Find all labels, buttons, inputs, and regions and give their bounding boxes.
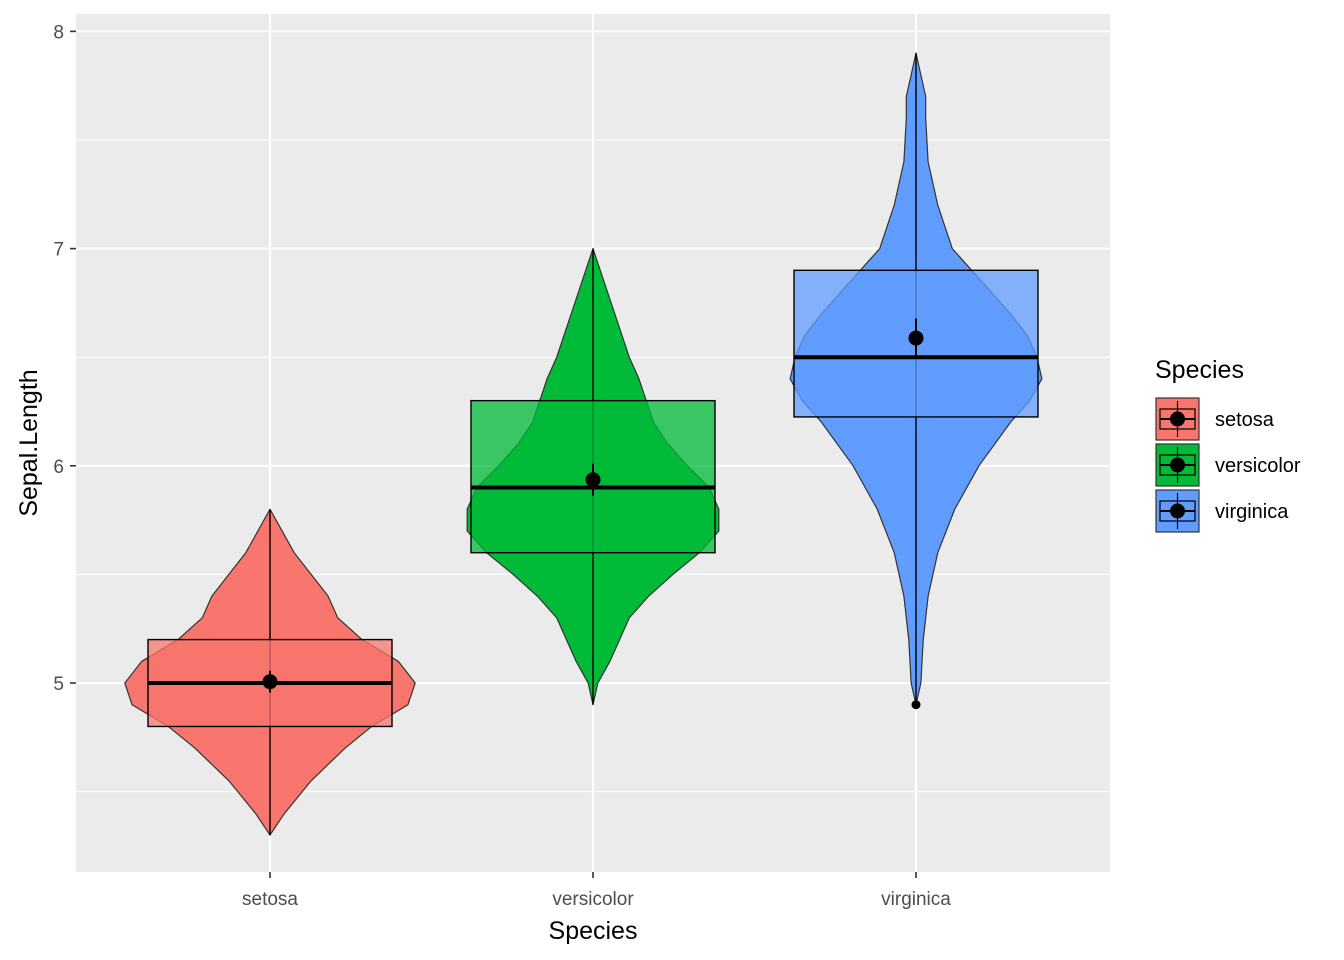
mean-layer — [262, 318, 924, 710]
box-versicolor — [470, 399, 716, 554]
y-tick-label: 5 — [53, 674, 64, 695]
legend-label-versicolor: versicolor — [1215, 455, 1301, 477]
legend-key-mean — [1170, 503, 1185, 519]
x-tick-label-virginica: virginica — [881, 889, 951, 910]
box-layer — [147, 269, 1039, 728]
mean-point-versicolor — [585, 472, 601, 488]
legend-item-virginica: virginica — [1155, 489, 1289, 533]
legend-item-setosa: setosa — [1155, 397, 1275, 441]
legend: Species setosa versicolor virginica — [1155, 356, 1301, 533]
y-tick-label: 7 — [53, 240, 64, 261]
legend-title: Species — [1155, 356, 1244, 384]
y-axis-title: Sepal.Length — [15, 369, 43, 516]
mean-point-setosa — [262, 674, 278, 690]
legend-key-mean — [1170, 411, 1185, 427]
y-axis-ticks: 5 6 7 8 — [53, 22, 76, 695]
legend-label-setosa: setosa — [1215, 409, 1275, 431]
x-tick-label-setosa: setosa — [242, 889, 298, 910]
x-axis-title: Species — [549, 917, 638, 945]
legend-item-versicolor: versicolor — [1155, 443, 1301, 487]
y-tick-label: 8 — [53, 22, 64, 43]
legend-key-mean — [1170, 457, 1185, 473]
y-tick-label: 6 — [53, 457, 64, 478]
outlier-point-virginica — [911, 700, 921, 710]
mean-point-virginica — [908, 330, 924, 346]
x-axis-ticks: setosa versicolor virginica — [242, 872, 951, 910]
legend-label-virginica: virginica — [1215, 501, 1289, 523]
x-tick-label-versicolor: versicolor — [552, 889, 634, 910]
